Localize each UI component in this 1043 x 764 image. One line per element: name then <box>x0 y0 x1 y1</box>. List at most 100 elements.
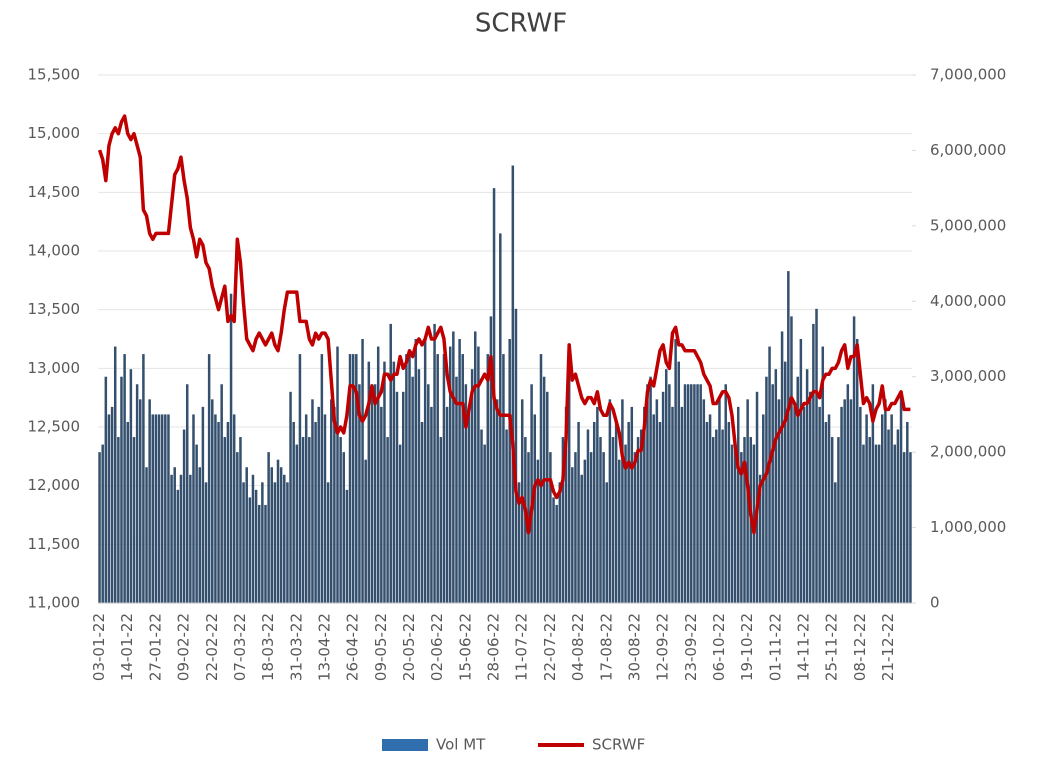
bar <box>577 421 580 603</box>
bar <box>261 482 264 603</box>
bar <box>549 452 552 603</box>
bar <box>355 354 358 603</box>
bar <box>333 406 336 603</box>
bar <box>126 421 129 603</box>
y-tick-label: 15,500 <box>28 66 81 84</box>
bar <box>345 489 349 603</box>
y2-tick-label: 5,000,000 <box>930 216 1006 234</box>
bar <box>154 414 158 603</box>
bar <box>859 406 862 603</box>
bar <box>405 354 408 603</box>
bar <box>849 399 853 603</box>
x-tick-label: 22-02-22 <box>203 613 221 681</box>
bar <box>495 399 499 603</box>
bar <box>411 376 414 603</box>
bar <box>398 444 402 603</box>
bar <box>232 414 236 603</box>
bar <box>117 437 120 603</box>
legend-label: SCRWF <box>592 736 645 754</box>
bar <box>461 354 464 603</box>
x-tick-label: 18-03-22 <box>259 613 277 681</box>
bar <box>448 346 452 603</box>
bar <box>470 369 474 603</box>
bar <box>865 414 868 603</box>
bar <box>517 482 521 603</box>
bar <box>245 467 248 603</box>
bar <box>276 459 280 603</box>
bar <box>195 444 198 603</box>
x-tick-label: 08-12-22 <box>851 613 869 681</box>
bar <box>774 369 778 603</box>
bar <box>564 406 568 603</box>
bar <box>273 482 277 603</box>
bar <box>683 384 687 603</box>
bar <box>348 354 352 603</box>
bar <box>145 467 148 603</box>
bar <box>417 369 421 603</box>
legend-swatch <box>382 739 428 751</box>
bar <box>893 444 897 603</box>
bar <box>254 489 258 603</box>
x-tick-label: 06-10-22 <box>710 613 728 681</box>
bar <box>358 384 361 603</box>
bar <box>887 429 890 603</box>
bar <box>401 391 405 603</box>
bar <box>812 323 815 603</box>
x-tick-label: 01-11-22 <box>766 613 784 681</box>
bar <box>477 346 480 603</box>
bar <box>902 452 906 603</box>
bar <box>214 414 217 603</box>
bar <box>301 437 305 603</box>
bar <box>906 421 909 603</box>
bar <box>139 399 142 603</box>
bar <box>151 414 155 603</box>
x-tick-label: 20-05-22 <box>400 613 418 681</box>
y2-tick-label: 1,000,000 <box>930 518 1006 536</box>
bar <box>586 429 590 603</box>
x-tick-label: 21-12-22 <box>879 613 897 681</box>
bar <box>129 369 133 603</box>
bar <box>909 452 912 603</box>
bar <box>533 414 536 603</box>
bar <box>173 467 176 603</box>
bar <box>646 384 649 603</box>
bar <box>192 414 195 603</box>
bar <box>455 376 458 603</box>
bar <box>896 429 900 603</box>
bar <box>815 308 818 603</box>
bar <box>661 391 665 603</box>
bar <box>802 406 806 603</box>
y-tick-label: 12,000 <box>28 476 81 494</box>
y2-tick-label: 4,000,000 <box>930 292 1006 310</box>
bar <box>308 437 311 603</box>
x-tick-label: 25-11-22 <box>823 613 841 681</box>
y-tick-label: 11,500 <box>28 535 81 553</box>
bar <box>574 452 577 603</box>
bar <box>881 414 884 603</box>
bar <box>658 421 662 603</box>
bar <box>223 437 227 603</box>
bar <box>592 421 596 603</box>
bar <box>376 346 380 603</box>
bar <box>711 437 715 603</box>
bar <box>170 474 173 603</box>
y-tick-label: 11,000 <box>28 594 81 612</box>
bar <box>160 414 164 603</box>
bar <box>696 384 699 603</box>
bar <box>599 437 602 603</box>
bar <box>351 354 355 603</box>
bar <box>877 444 881 603</box>
bar <box>708 414 712 603</box>
x-tick-label: 14-01-22 <box>118 613 136 681</box>
bar <box>884 399 887 603</box>
bar <box>624 444 627 603</box>
bar <box>286 482 289 603</box>
x-tick-label: 12-09-22 <box>654 613 672 681</box>
bar <box>257 504 261 603</box>
bar <box>314 421 317 603</box>
bar <box>571 467 574 603</box>
bar <box>267 452 270 603</box>
bar <box>329 399 333 603</box>
bar <box>621 399 624 603</box>
bar <box>680 406 684 603</box>
